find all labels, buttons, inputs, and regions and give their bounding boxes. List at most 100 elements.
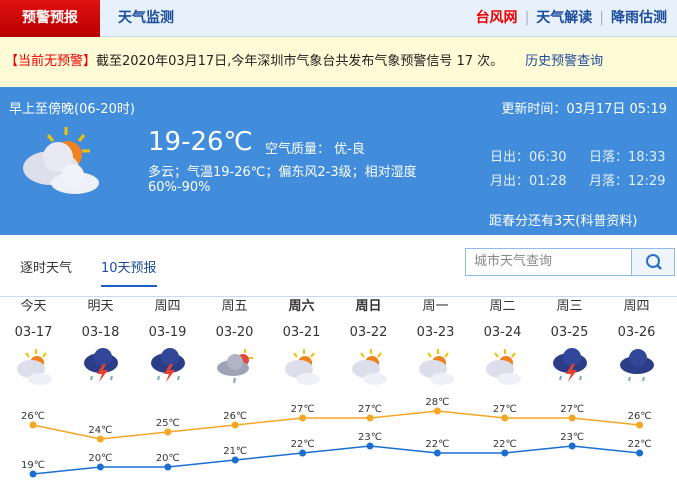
high-temp-label: 25℃ xyxy=(156,418,180,429)
date-label: 03-26 xyxy=(617,325,656,340)
partly-cloudy-icon xyxy=(418,349,454,385)
sunset: 日落：18:33 xyxy=(589,150,666,165)
search-icon xyxy=(646,254,662,270)
day-label: 周四 xyxy=(623,299,650,314)
high-temp-label: 27℃ xyxy=(560,404,584,415)
high-temp-label: 26℃ xyxy=(21,411,45,422)
high-temp-label: 26℃ xyxy=(628,411,652,422)
link-weather-analysis[interactable]: 天气解读 xyxy=(536,10,593,26)
high-temp-point xyxy=(231,421,239,429)
day-label: 周四 xyxy=(154,299,181,314)
low-temp-label: 22℃ xyxy=(628,439,652,450)
forecast-day: 周日 03-22 xyxy=(335,296,402,386)
thunderstorm-icon xyxy=(150,348,185,382)
warning-bar: 【当前无预警】截至2020年03月17日,今年深圳市气象台共发布气象预警信号 1… xyxy=(0,37,677,87)
high-temp-point xyxy=(164,428,172,436)
update-time: 更新时间：03月17日 05:19 xyxy=(501,102,667,117)
date-label: 03-21 xyxy=(282,325,321,340)
date-label: 03-23 xyxy=(416,325,455,340)
forecast-day: 周六 03-21 xyxy=(268,296,335,386)
partly-cloudy-icon xyxy=(485,349,521,385)
high-temp-point xyxy=(433,407,441,415)
day-label: 周五 xyxy=(221,299,248,314)
moonset: 月落：12:29 xyxy=(589,174,666,189)
top-nav: 预警预报 天气监测 台风网 | 天气解读 | 降雨估测 xyxy=(0,0,677,37)
tab-hourly[interactable]: 逐时天气 xyxy=(20,261,73,276)
forecast-day: 周三 03-25 xyxy=(536,296,603,386)
high-temp-point xyxy=(366,414,374,422)
high-temp-line xyxy=(32,410,640,440)
date-label: 03-22 xyxy=(349,325,388,340)
low-temp-point xyxy=(29,470,37,478)
high-temp-point xyxy=(636,421,644,429)
day-label: 今天 xyxy=(20,299,47,314)
tab-warning-forecast[interactable]: 预警预报 xyxy=(0,0,100,37)
temp-range: 19-26℃ xyxy=(148,127,253,157)
low-temp-point xyxy=(366,442,374,450)
divider: | xyxy=(524,10,530,26)
tab-10day[interactable]: 10天预报 xyxy=(101,257,157,287)
low-temp-label: 21℃ xyxy=(223,446,247,457)
tab-weather-monitor[interactable]: 天气监测 xyxy=(118,10,174,26)
low-temp-point xyxy=(299,449,307,457)
temperature-chart: 26℃ 24℃ 25℃ 26℃ 27℃ 27℃ 28℃ 27℃ 27℃ 26℃ 19℃ 20℃ 20℃ 2… xyxy=(21,397,652,478)
low-temp-label: 20℃ xyxy=(156,453,180,464)
low-temp-line xyxy=(32,445,640,475)
high-temp-point xyxy=(29,421,37,429)
period: 早上至傍晚(06-20时) xyxy=(9,102,135,117)
city-search-input[interactable]: 城市天气查询 xyxy=(465,248,632,276)
today-panel: 早上至傍晚(06-20时) 更新时间：03月17日 05:19 19-26℃ 空… xyxy=(0,87,677,235)
low-temp-label: 19℃ xyxy=(21,460,45,471)
low-temp-point xyxy=(501,449,509,457)
search-button[interactable] xyxy=(631,248,675,276)
air-quality: 空气质量： 优-良 xyxy=(265,142,365,157)
sunrise: 日出：06:30 xyxy=(490,150,567,165)
forecast-day: 周二 03-24 xyxy=(469,296,536,386)
moonrise: 月出：01:28 xyxy=(490,174,567,189)
low-temp-label: 22℃ xyxy=(291,439,315,450)
high-temp-label: 27℃ xyxy=(358,404,382,415)
high-temp-point xyxy=(96,435,104,443)
forecast-day: 明天 03-18 xyxy=(67,296,134,386)
low-temp-point xyxy=(164,463,172,471)
humidity: 60%-90% xyxy=(148,180,211,195)
divider: | xyxy=(599,10,604,26)
date-label: 03-20 xyxy=(215,325,254,340)
day-label: 周日 xyxy=(355,299,382,314)
link-typhoon[interactable]: 台风网 xyxy=(475,10,518,26)
day-label: 周一 xyxy=(422,299,449,314)
warning-status: 【当前无预警】 xyxy=(5,54,97,69)
low-temp-point xyxy=(568,442,576,450)
partly-cloudy-icon xyxy=(284,349,320,385)
thunderstorm-icon xyxy=(552,348,587,382)
thunderstorm-icon xyxy=(83,348,118,382)
forecast-day: 周四 03-19 xyxy=(134,296,201,386)
date-label: 03-19 xyxy=(148,325,187,340)
forecast-day: 今天 03-17 xyxy=(0,296,67,386)
rain-icon xyxy=(619,349,654,382)
weather-desc: 多云；气温19-26℃；偏东风2-3级；相对湿度 xyxy=(148,165,417,180)
high-temp-label: 28℃ xyxy=(425,397,449,408)
forecast-tabs: 逐时天气 10天预报 xyxy=(0,240,677,297)
solar-term-link[interactable]: 距春分还有3天(科普资料) xyxy=(489,214,638,229)
forecast-day: 周一 03-23 xyxy=(402,296,469,386)
partly-cloudy-icon xyxy=(23,127,99,194)
link-rain-estimate[interactable]: 降雨估测 xyxy=(611,10,667,26)
low-temp-label: 22℃ xyxy=(425,439,449,450)
high-temp-label: 24℃ xyxy=(88,425,112,436)
date-label: 03-18 xyxy=(81,325,120,340)
date-label: 03-25 xyxy=(550,325,589,340)
history-warning-link[interactable]: 历史预警查询 xyxy=(525,54,604,69)
day-label: 周二 xyxy=(489,299,516,314)
low-temp-label: 22℃ xyxy=(493,439,517,450)
partly-cloudy-icon xyxy=(16,349,52,385)
low-temp-label: 20℃ xyxy=(88,453,112,464)
high-temp-label: 27℃ xyxy=(291,404,315,415)
high-temp-point xyxy=(299,414,307,422)
low-temp-label: 23℃ xyxy=(560,432,584,443)
forecast-day: 周五 03-20 xyxy=(201,296,268,386)
low-temp-point xyxy=(231,456,239,464)
high-temp-label: 27℃ xyxy=(493,404,517,415)
day-label: 明天 xyxy=(87,299,114,314)
high-temp-point xyxy=(568,414,576,422)
